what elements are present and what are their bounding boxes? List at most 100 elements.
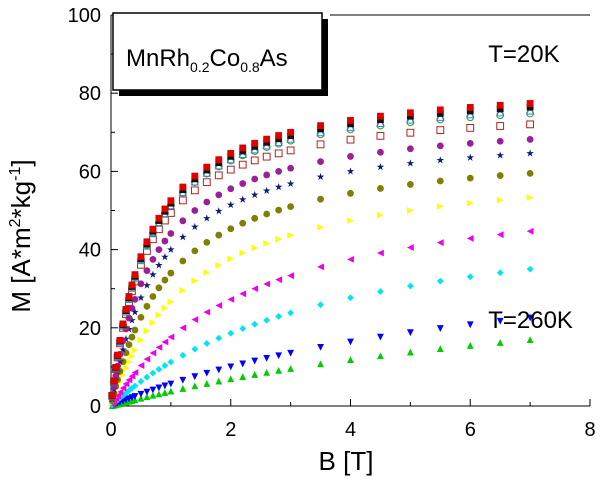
data-point xyxy=(167,245,175,253)
data-point xyxy=(239,144,247,152)
data-point xyxy=(215,377,223,385)
data-point xyxy=(122,380,130,388)
data-point xyxy=(191,172,199,180)
data-point xyxy=(436,345,444,353)
data-point xyxy=(263,210,271,218)
data-point xyxy=(203,308,211,316)
data-point xyxy=(161,252,169,261)
data-point xyxy=(526,103,534,111)
data-point xyxy=(526,314,534,322)
data-point xyxy=(227,185,235,193)
y-tick-label: 0 xyxy=(90,396,101,418)
data-point xyxy=(167,387,175,395)
data-point xyxy=(214,171,223,180)
inset-label-sub1: 0.2 xyxy=(190,59,210,75)
data-point xyxy=(526,136,534,143)
data-point xyxy=(116,336,124,344)
data-point xyxy=(227,363,235,371)
inset-label-frame xyxy=(112,12,323,91)
data-point xyxy=(203,340,211,347)
data-point xyxy=(317,158,324,166)
data-point xyxy=(406,244,414,251)
data-point xyxy=(131,393,139,400)
data-point xyxy=(137,293,145,301)
data-point xyxy=(287,349,295,357)
data-point xyxy=(161,362,169,369)
data-point xyxy=(466,342,474,349)
data-point xyxy=(191,316,199,323)
data-point xyxy=(155,284,163,292)
data-point xyxy=(215,231,223,239)
data-point xyxy=(347,338,354,346)
data-point xyxy=(155,246,163,254)
data-point xyxy=(406,145,414,153)
data-point xyxy=(436,106,444,114)
data-point xyxy=(251,139,259,147)
data-point xyxy=(377,185,384,192)
data-point xyxy=(317,195,324,203)
data-point xyxy=(161,389,169,396)
data-point xyxy=(496,317,504,325)
data-point xyxy=(167,269,175,277)
data-point xyxy=(149,349,157,357)
x-tick-label: 6 xyxy=(465,419,476,441)
data-point xyxy=(179,287,187,294)
data-point xyxy=(496,137,504,145)
y-tick-label: 40 xyxy=(79,240,101,262)
data-point xyxy=(466,139,474,147)
data-point xyxy=(167,230,175,237)
data-point xyxy=(161,237,169,245)
data-point xyxy=(137,253,145,261)
data-point xyxy=(406,109,414,117)
inset-label-text: MnRh0.2Co0.8As xyxy=(126,45,288,75)
data-point xyxy=(496,231,504,239)
data-point xyxy=(287,365,295,372)
inset-label-suffix: As xyxy=(260,45,288,72)
data-point xyxy=(155,261,163,269)
series-8 xyxy=(108,194,534,406)
data-point xyxy=(436,109,444,117)
data-point xyxy=(155,365,163,373)
data-point xyxy=(406,159,415,167)
data-point xyxy=(161,338,169,346)
data-point xyxy=(317,301,324,309)
data-point xyxy=(215,261,223,269)
data-point xyxy=(436,177,444,185)
data-point xyxy=(215,302,223,309)
data-point xyxy=(262,186,271,194)
data-point xyxy=(137,390,145,398)
y-tick-label: 80 xyxy=(79,83,101,105)
x-axis-label: B [T] xyxy=(319,446,374,476)
data-point xyxy=(239,290,247,298)
data-point xyxy=(143,267,151,275)
data-point xyxy=(143,355,151,363)
data-point xyxy=(316,140,325,149)
data-point xyxy=(128,304,136,312)
data-point xyxy=(275,313,283,320)
data-point xyxy=(376,162,385,171)
data-point xyxy=(227,375,235,383)
data-point xyxy=(178,196,187,205)
data-point xyxy=(191,207,199,214)
data-point xyxy=(128,352,136,360)
data-point xyxy=(167,380,175,388)
data-point xyxy=(496,122,505,130)
data-point xyxy=(406,348,414,356)
data-point xyxy=(436,156,445,164)
data-point xyxy=(239,249,247,257)
data-point xyxy=(466,273,474,281)
data-point xyxy=(137,394,145,402)
data-point xyxy=(227,255,235,263)
data-point xyxy=(317,122,324,130)
data-point xyxy=(436,277,444,285)
x-tick-label: 4 xyxy=(345,419,356,441)
series-3 xyxy=(108,109,535,400)
data-point xyxy=(287,272,295,280)
data-point xyxy=(137,362,145,369)
data-point xyxy=(251,214,259,222)
data-point xyxy=(317,223,324,231)
data-point xyxy=(316,172,325,181)
data-point xyxy=(496,269,504,277)
data-point xyxy=(131,308,139,316)
data-point xyxy=(239,180,247,187)
